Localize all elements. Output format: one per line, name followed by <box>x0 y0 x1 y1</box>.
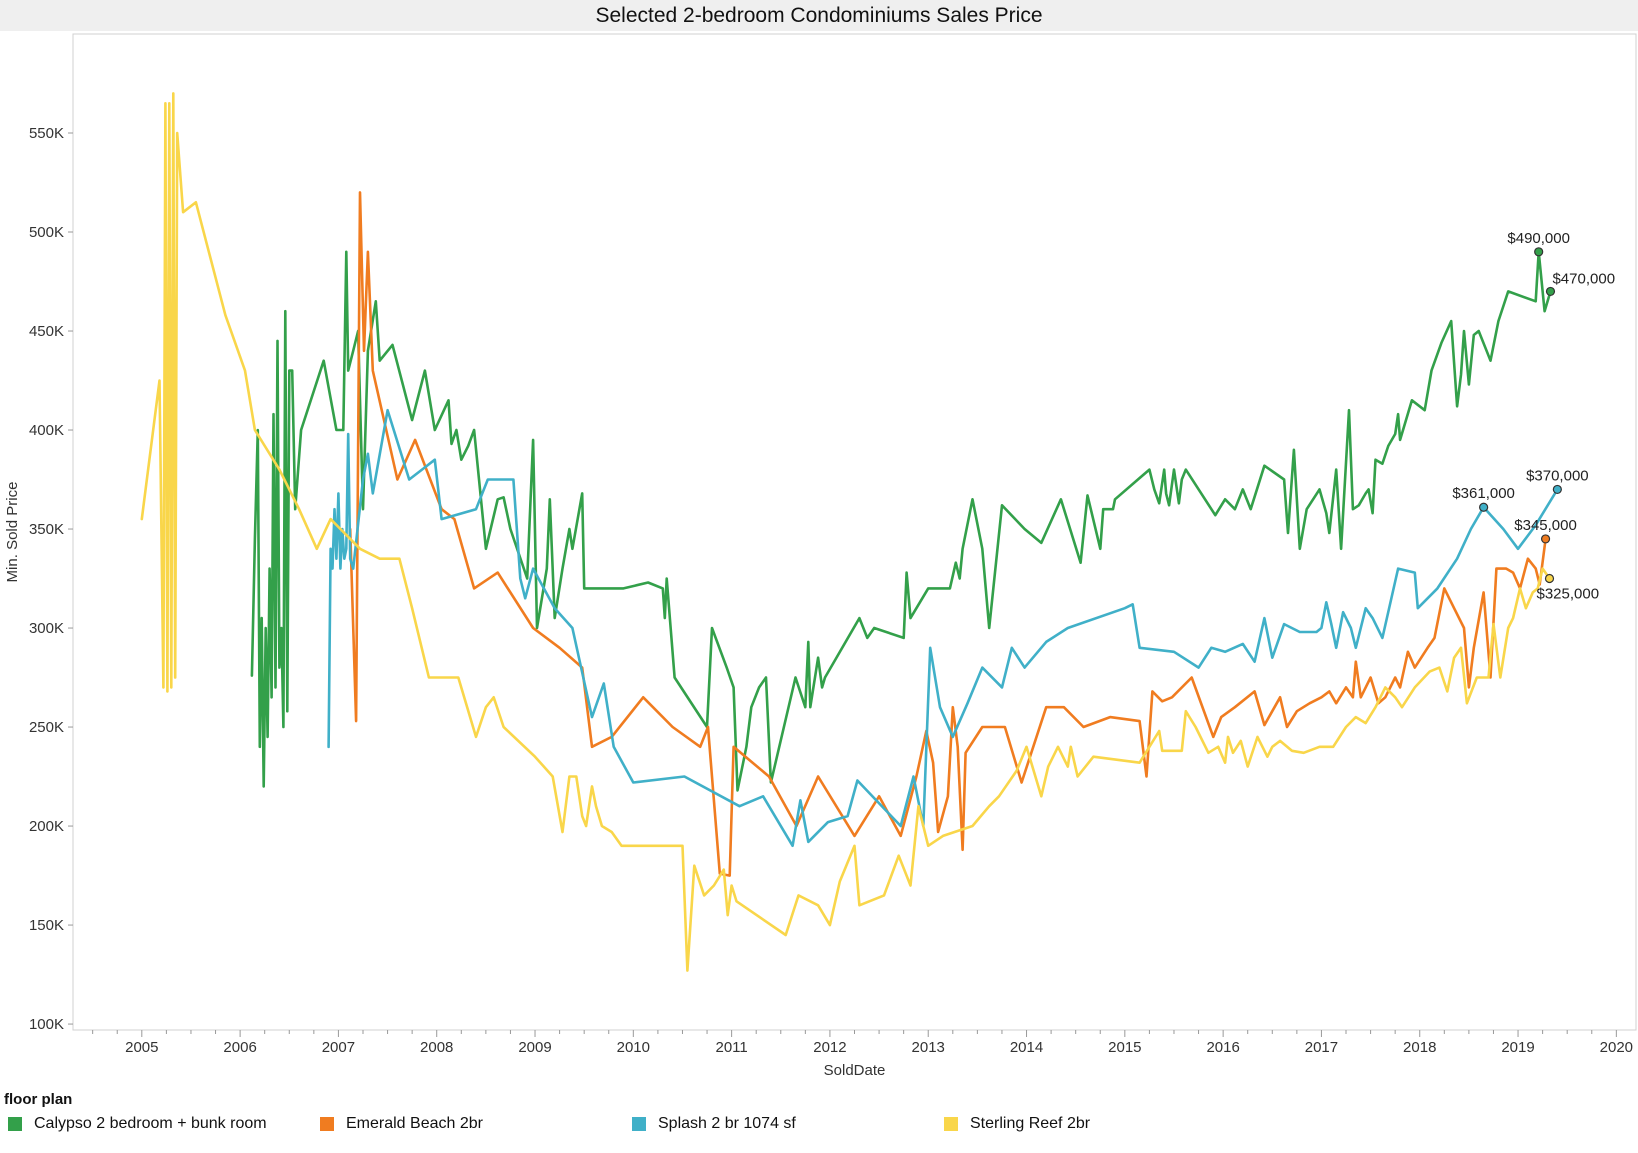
legend-swatch-calypso <box>8 1117 22 1131</box>
legend-item-sterling[interactable]: Sterling Reef 2br <box>944 1115 1090 1133</box>
y-tick-label: 200K <box>29 818 64 835</box>
plot-frame <box>72 33 1637 1031</box>
legend-title: floor plan <box>4 1091 73 1108</box>
series-line-1 <box>348 191 1547 877</box>
x-tick-label: 2016 <box>1206 1039 1239 1056</box>
x-tick-label: 2018 <box>1403 1039 1436 1056</box>
legend-label-splash: Splash 2 br 1074 sf <box>658 1115 796 1132</box>
data-point-marker <box>1540 534 1551 544</box>
y-tick-label: 300K <box>29 620 64 637</box>
legend-item-emerald[interactable]: Emerald Beach 2br <box>320 1115 483 1133</box>
y-axis-title: Min. Sold Price <box>4 482 21 583</box>
series-line-0 <box>250 250 1552 792</box>
legend-label-emerald: Emerald Beach 2br <box>346 1115 483 1132</box>
y-tick-label: 400K <box>29 422 64 439</box>
y-tick-label: 550K <box>29 125 64 142</box>
data-point-marker <box>1552 484 1562 495</box>
x-tick-label: 2006 <box>223 1039 256 1056</box>
x-tick-label: 2017 <box>1305 1039 1338 1056</box>
x-tick-label: 2019 <box>1501 1039 1534 1056</box>
legend-label-sterling: Sterling Reef 2br <box>970 1115 1091 1132</box>
x-tick-label: 2009 <box>518 1039 551 1056</box>
legend: Calypso 2 bedroom + bunk room Emerald Be… <box>0 1115 1638 1139</box>
x-tick-label: 2008 <box>420 1039 453 1056</box>
legend-label-calypso: Calypso 2 bedroom + bunk room <box>34 1115 267 1132</box>
x-tick-label: 2015 <box>1108 1039 1141 1056</box>
x-tick-label: 2020 <box>1600 1039 1633 1056</box>
series-line-3 <box>140 92 1551 972</box>
chart-title: Selected 2-bedroom Condominiums Sales Pr… <box>0 0 1638 31</box>
data-point-marker <box>1544 573 1555 584</box>
x-tick-label: 2014 <box>1010 1039 1043 1056</box>
axes: 100K 150K 200K 250K 300K 350K 400K 450K 500K 550K… <box>4 33 1637 1079</box>
x-tick-label: 2011 <box>715 1039 747 1056</box>
y-tick-label: 500K <box>29 224 64 241</box>
series-line-2 <box>327 408 1559 848</box>
data-label: $345,000 <box>1514 517 1577 534</box>
data-label: $490,000 <box>1507 230 1570 247</box>
x-tick-label: 2012 <box>813 1039 846 1056</box>
legend-item-splash[interactable]: Splash 2 br 1074 sf <box>632 1115 796 1133</box>
legend-item-calypso[interactable]: Calypso 2 bedroom + bunk room <box>8 1115 267 1133</box>
data-label: $370,000 <box>1526 467 1589 484</box>
data-label: $361,000 <box>1452 485 1515 502</box>
chart-canvas: 100K 150K 200K 250K 300K 350K 400K 450K 500K 550K… <box>4 33 1637 1079</box>
data-point-marker <box>1479 502 1489 512</box>
x-tick-label: 2010 <box>617 1039 650 1056</box>
y-tick-label: 100K <box>29 1016 64 1033</box>
y-tick-label: 150K <box>29 917 64 934</box>
y-tick-label: 250K <box>29 719 64 736</box>
legend-swatch-splash <box>632 1117 646 1131</box>
data-point-marker <box>1534 247 1544 257</box>
y-tick-label: 350K <box>29 521 64 538</box>
x-tick-label: 2007 <box>322 1039 355 1056</box>
data-label: $325,000 <box>1536 586 1599 603</box>
label-marks: $490,000 $470,000 $345,000 $361,000 $370,000… <box>1452 230 1615 603</box>
x-tick-label: 2005 <box>125 1039 158 1056</box>
y-tick-label: 450K <box>29 323 64 340</box>
data-point-marker <box>1545 286 1556 297</box>
legend-swatch-emerald <box>320 1117 334 1131</box>
data-label: $470,000 <box>1552 270 1615 287</box>
x-axis-title: SoldDate <box>824 1062 886 1079</box>
x-tick-label: 2013 <box>912 1039 945 1056</box>
series-lines <box>140 92 1559 972</box>
legend-swatch-sterling <box>944 1117 958 1131</box>
